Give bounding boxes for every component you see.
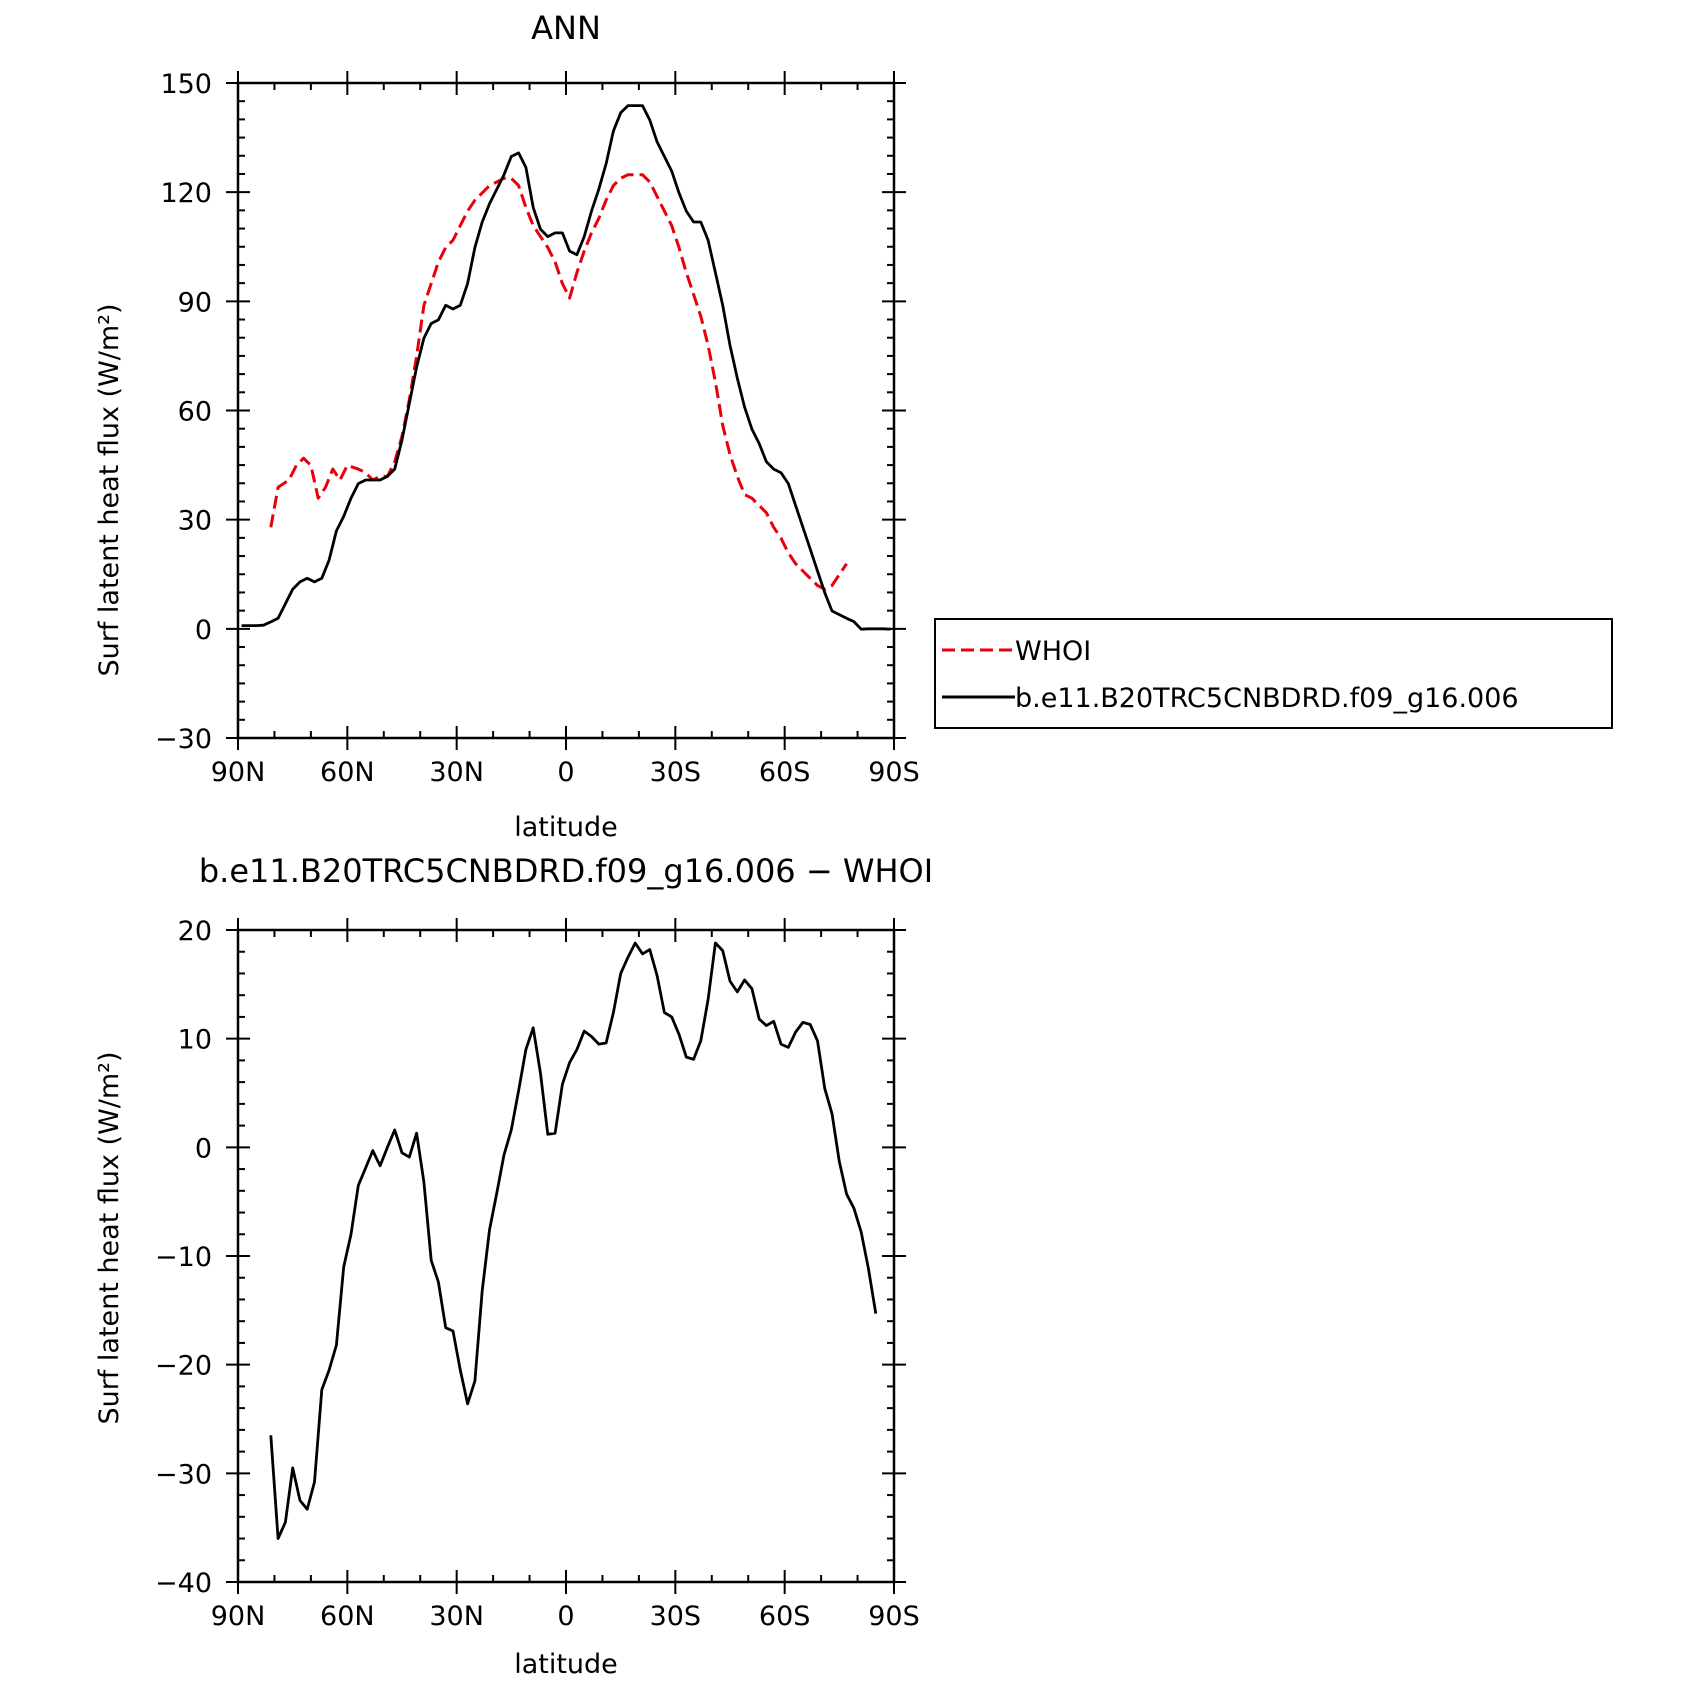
x-tick-label: 60S bbox=[759, 757, 811, 788]
x-tick-label: 30S bbox=[650, 757, 702, 788]
x-tick-label: 30N bbox=[429, 1601, 484, 1632]
y-axis-label: Surf latent heat flux (W/m²) bbox=[94, 1051, 125, 1424]
y-tick-label: 60 bbox=[178, 397, 212, 428]
series-line-0 bbox=[269, 941, 878, 1540]
y-tick-label: 120 bbox=[160, 178, 212, 209]
y-tick-label: −30 bbox=[155, 1459, 212, 1490]
x-tick-label: 0 bbox=[557, 757, 574, 788]
legend-label-model: b.e11.B20TRC5CNBDRD.f09_g16.006 bbox=[1015, 683, 1519, 714]
x-tick-label: 30S bbox=[650, 1601, 702, 1632]
y-tick-label: −30 bbox=[155, 724, 212, 755]
y-tick-label: 30 bbox=[178, 506, 212, 537]
x-tick-label: 60N bbox=[320, 1601, 375, 1632]
x-tick-label: 60N bbox=[320, 757, 375, 788]
legend: WHOI b.e11.B20TRC5CNBDRD.f09_g16.006 bbox=[934, 618, 1613, 729]
panel-title: b.e11.B20TRC5CNBDRD.f09_g16.006 − WHOI bbox=[199, 852, 933, 890]
tick-marks bbox=[226, 71, 906, 750]
y-axis-label: Surf latent heat flux (W/m²) bbox=[94, 303, 125, 676]
x-tick-label: 60S bbox=[759, 1601, 811, 1632]
y-tick-label: 90 bbox=[178, 287, 212, 318]
plot-frame bbox=[236, 81, 896, 740]
y-tick-label: 20 bbox=[178, 916, 212, 947]
y-tick-label: 150 bbox=[160, 69, 212, 100]
x-axis-label: latitude bbox=[514, 1649, 618, 1680]
x-tick-label: 0 bbox=[557, 1601, 574, 1632]
series-layer bbox=[269, 941, 878, 1540]
y-tick-label: −10 bbox=[155, 1242, 212, 1273]
panel-title: ANN bbox=[531, 9, 601, 47]
tick-labels: 90N 60N 30N 0 30S 60S 90S 20 10 0 −10 −20 −30 −40 bbox=[155, 916, 920, 1632]
y-tick-label: 0 bbox=[195, 615, 212, 646]
x-tick-label: 90S bbox=[868, 1601, 920, 1632]
series-layer bbox=[241, 104, 891, 631]
legend-label-whoi: WHOI bbox=[1015, 636, 1091, 667]
x-axis-label: latitude bbox=[514, 812, 618, 843]
y-tick-label: −40 bbox=[155, 1568, 212, 1599]
x-tick-label: 30N bbox=[429, 757, 484, 788]
x-tick-label: 90N bbox=[211, 757, 266, 788]
latent-heat-comparison-panel: ANN Surf latent heat flux (W/m²) latitud… bbox=[94, 9, 1613, 843]
legend-box bbox=[934, 618, 1613, 729]
x-tick-label: 90S bbox=[868, 757, 920, 788]
y-tick-label: −20 bbox=[155, 1351, 212, 1382]
series-line-0 bbox=[269, 173, 848, 591]
series-line-1 bbox=[241, 104, 891, 631]
tick-labels: 90N 60N 30N 0 30S 60S 90S 150 120 90 60 30 0 −30 bbox=[155, 69, 920, 788]
latent-heat-difference-panel: b.e11.B20TRC5CNBDRD.f09_g16.006 − WHOI S… bbox=[94, 852, 933, 1680]
x-tick-label: 90N bbox=[211, 1601, 266, 1632]
y-tick-label: 0 bbox=[195, 1133, 212, 1164]
plot-frame bbox=[236, 928, 896, 1584]
tick-marks bbox=[226, 918, 906, 1594]
y-tick-label: 10 bbox=[178, 1025, 212, 1056]
